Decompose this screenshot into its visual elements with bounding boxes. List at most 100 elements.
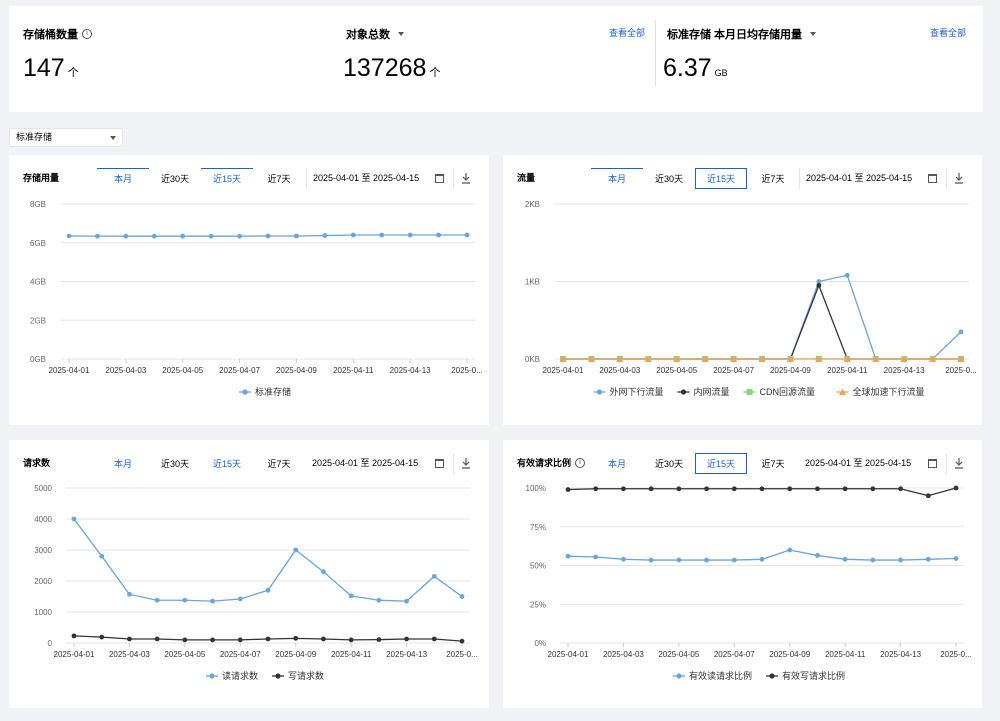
tab-this-month[interactable]: 本月 — [113, 459, 132, 469]
x-tick-label: 2025-04-03 — [105, 366, 146, 375]
y-tick-label: 2GB — [30, 316, 46, 325]
x-tick-label: 2025-0... — [945, 366, 977, 375]
download-icon[interactable] — [459, 171, 473, 185]
data-point — [293, 547, 299, 553]
object-count-label-row[interactable]: 对象总数 — [346, 26, 404, 42]
tab-this-month[interactable]: 本月 — [607, 459, 626, 469]
y-tick-label: 5000 — [34, 484, 52, 493]
data-point — [321, 569, 326, 575]
data-point — [704, 557, 709, 563]
x-tick-label: 2025-0... — [446, 650, 478, 659]
tab-30-days[interactable]: 近30天 — [654, 459, 683, 469]
data-point — [870, 486, 876, 492]
info-icon[interactable]: i — [575, 457, 586, 468]
tab-15-days[interactable]: 近15天 — [201, 168, 253, 189]
data-point — [265, 587, 271, 593]
tab-this-month[interactable]: 本月 — [97, 168, 149, 189]
data-point — [210, 637, 215, 643]
legend-marker — [680, 389, 687, 395]
data-point — [99, 553, 105, 559]
date-range-picker[interactable]: 2025-04-01 至 2025-04-15 — [312, 458, 419, 468]
bucket-count-value-row: 147 个 — [23, 54, 79, 83]
legend-item: 标准存储 — [239, 386, 291, 397]
data-point — [127, 591, 132, 597]
legend-label: 有效读请求比例 — [689, 670, 752, 681]
data-point — [872, 355, 880, 362]
data-point — [786, 355, 794, 362]
legend-item: 写请求数 — [272, 670, 324, 681]
x-tick-label: 2025-04-09 — [276, 366, 317, 375]
legend-label: CDN回源流量 — [760, 386, 816, 397]
series-0 — [71, 516, 465, 604]
y-tick-label: 4GB — [30, 278, 46, 287]
storage-usage-label-row[interactable]: 标准存储 本月日均存储用量 — [667, 26, 817, 42]
tab-15-days[interactable]: 近15天 — [212, 459, 241, 469]
x-tick-label: 2025-04-13 — [884, 366, 925, 375]
calendar-icon[interactable] — [928, 459, 937, 468]
view-all-objects-link[interactable]: 查看全部 — [609, 28, 646, 38]
calendar-icon[interactable] — [928, 174, 937, 183]
data-point — [127, 636, 132, 642]
storage-usage-value-row: 6.37 GB — [663, 54, 728, 83]
download-icon[interactable] — [952, 171, 966, 185]
data-point — [66, 233, 72, 239]
tab-30-days[interactable]: 近30天 — [160, 459, 189, 469]
info-icon[interactable]: i — [82, 29, 92, 39]
x-tick-label: 2025-04-09 — [769, 650, 810, 659]
view-all-storage-link[interactable]: 查看全部 — [930, 28, 967, 38]
data-point — [731, 557, 737, 563]
x-tick-label: 2025-04-05 — [658, 650, 699, 659]
y-tick-label: 100% — [526, 484, 546, 493]
date-range-picker[interactable]: 2025-04-01 至 2025-04-15 — [799, 168, 945, 189]
tab-this-month[interactable]: 本月 — [591, 168, 643, 189]
x-tick-label: 2025-04-05 — [656, 366, 697, 375]
legend-label: 外网下行流量 — [610, 386, 664, 397]
tab-30-days[interactable]: 近30天 — [654, 174, 683, 184]
download-icon[interactable] — [952, 456, 966, 470]
object-count-metric: 对象总数 137268 个 查看全部 — [329, 6, 655, 112]
divider — [946, 453, 947, 474]
divider — [946, 168, 947, 189]
storage-usage-unit: GB — [714, 68, 728, 78]
divider — [453, 168, 454, 189]
legend-marker — [746, 389, 753, 395]
tab-7-days[interactable]: 近7天 — [761, 174, 785, 184]
date-range-picker[interactable]: 2025-04-01 至 2025-04-15 — [306, 168, 452, 189]
data-point — [208, 233, 214, 239]
data-point — [379, 232, 385, 238]
data-point — [95, 233, 100, 239]
data-point — [464, 232, 470, 238]
tab-7-days[interactable]: 近7天 — [267, 459, 291, 469]
download-icon[interactable] — [459, 456, 473, 470]
bucket-count-unit: 个 — [67, 67, 79, 79]
storage-usage-label: 标准存储 本月日均存储用量 — [667, 29, 803, 41]
tab-15-days[interactable]: 近15天 — [695, 168, 747, 189]
panel-title: 存储用量 — [23, 173, 60, 183]
legend-marker — [839, 388, 846, 395]
tab-30-days[interactable]: 近30天 — [160, 174, 189, 184]
data-point — [925, 493, 931, 499]
data-point — [565, 487, 571, 492]
tab-15-days[interactable]: 近15天 — [695, 453, 747, 474]
x-tick-label: 2025-04-01 — [49, 366, 90, 375]
data-point — [958, 329, 964, 335]
object-count-label: 对象总数 — [346, 29, 390, 41]
chevron-down-icon — [810, 32, 817, 36]
legend-marker — [676, 673, 682, 679]
calendar-icon[interactable] — [435, 459, 444, 468]
chevron-down-icon — [110, 136, 116, 140]
legend-item: 读请求数 — [206, 670, 258, 681]
data-point — [616, 355, 624, 362]
storage-class-select[interactable]: 标准存储 — [9, 128, 123, 147]
tab-7-days[interactable]: 近7天 — [267, 174, 291, 184]
date-range-picker[interactable]: 2025-04-01 至 2025-04-15 — [805, 458, 912, 468]
data-point — [237, 233, 242, 239]
summary-card: 存储桶数量 i 147 个 对象总数 137268 个 查看全部 标准存储 本月日均… — [9, 6, 983, 112]
data-point — [844, 272, 850, 278]
y-tick-label: 6GB — [30, 239, 46, 248]
object-count-unit: 个 — [429, 67, 441, 79]
data-point — [237, 637, 243, 643]
tab-7-days[interactable]: 近7天 — [761, 459, 785, 469]
calendar-icon[interactable] — [435, 174, 444, 183]
chevron-down-icon — [398, 32, 404, 36]
